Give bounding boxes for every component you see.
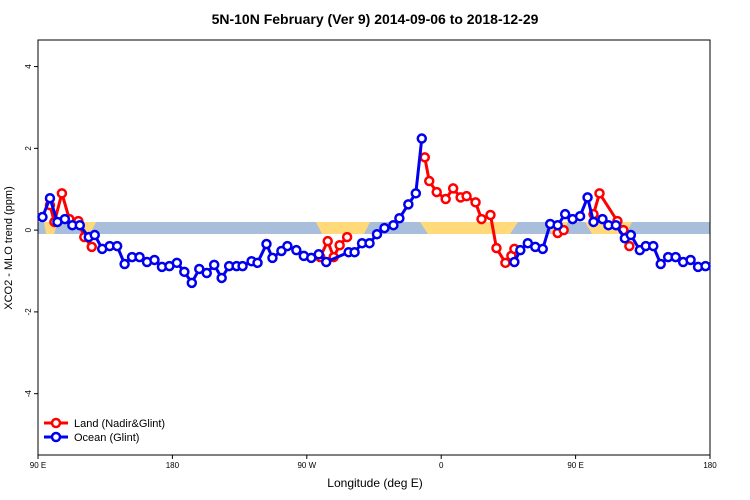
x-tick-label: 180 <box>703 461 717 470</box>
data-point <box>559 208 571 220</box>
data-point <box>371 228 383 240</box>
data-point <box>419 152 431 163</box>
data-point <box>149 254 160 266</box>
data-point <box>424 175 435 187</box>
x-tick-label: 90 E <box>30 461 46 470</box>
data-point <box>59 213 71 225</box>
legend-swatch-point <box>50 431 62 443</box>
data-point <box>322 235 333 247</box>
y-tick-label: 2 <box>24 146 33 151</box>
x-axis-label: Longitude (deg E) <box>327 476 422 490</box>
data-point <box>194 263 205 275</box>
data-point <box>364 237 375 249</box>
data-point <box>416 133 428 144</box>
data-point <box>379 222 390 234</box>
data-point <box>119 258 130 270</box>
data-point <box>208 259 220 271</box>
data-point <box>485 209 496 221</box>
data-point <box>313 248 324 260</box>
x-tick-label: 0 <box>439 461 444 470</box>
data-point <box>597 213 608 225</box>
plot-frame <box>37 39 711 456</box>
data-point <box>537 243 548 255</box>
y-tick-label: 0 <box>24 227 33 232</box>
data-point <box>37 211 48 223</box>
data-point <box>349 246 360 258</box>
data-point <box>252 257 263 269</box>
data-point <box>388 219 399 231</box>
data-point <box>186 277 198 289</box>
data-point <box>574 210 586 222</box>
x-tick-label: 180 <box>166 461 180 470</box>
legend-label: Land (Nadir&Glint) <box>74 418 165 430</box>
data-point <box>491 242 502 254</box>
x-tick-label: 90 W <box>297 461 316 470</box>
data-point <box>625 229 637 241</box>
data-point <box>56 188 68 199</box>
data-point <box>700 260 711 272</box>
data-point <box>237 260 248 272</box>
data-point <box>552 219 563 231</box>
data-point <box>410 188 422 199</box>
data-point <box>179 266 190 278</box>
data-point <box>588 216 599 228</box>
data-point <box>394 213 405 224</box>
data-point <box>431 186 442 198</box>
data-point <box>515 244 526 256</box>
data-point <box>334 240 345 251</box>
data-point <box>341 231 353 243</box>
data-point <box>470 197 481 208</box>
land-patch <box>420 222 518 234</box>
legend-swatch-point <box>50 417 62 429</box>
data-point <box>624 240 635 252</box>
data-point <box>74 219 86 231</box>
data-point <box>461 190 472 202</box>
y-tick-label: 4 <box>24 64 33 69</box>
data-point <box>447 183 459 194</box>
data-point <box>476 213 487 225</box>
legend-label: Ocean (Glint) <box>74 432 139 444</box>
x-tick-label: 90 E <box>567 461 583 470</box>
legend: Land (Nadir&Glint) Ocean (Glint) <box>44 417 165 444</box>
data-point <box>440 193 451 205</box>
data-point <box>291 244 302 256</box>
y-tick-label: -4 <box>24 390 33 398</box>
data-point <box>320 256 332 268</box>
data-point <box>655 258 666 270</box>
data-point <box>89 229 100 241</box>
data-point <box>44 192 56 204</box>
data-point <box>171 257 183 269</box>
data-point <box>201 267 212 279</box>
data-point <box>582 192 593 203</box>
data-point <box>267 252 278 264</box>
data-point <box>261 238 272 250</box>
ocean-strip <box>38 222 710 234</box>
data-point <box>670 251 681 263</box>
y-tick-label: -2 <box>24 308 33 316</box>
land-patch <box>316 222 370 234</box>
data-point <box>111 240 123 252</box>
data-point <box>594 188 605 199</box>
data-point <box>509 256 520 268</box>
data-point <box>403 199 414 210</box>
data-point <box>685 254 696 266</box>
data-point <box>610 219 622 231</box>
data-point <box>86 241 98 253</box>
data-point <box>216 272 227 284</box>
data-point <box>648 240 659 252</box>
data-point <box>282 240 293 252</box>
y-axis-label: XCO2 - MLO trend (ppm) <box>3 186 15 309</box>
data-point <box>134 251 145 263</box>
chart-title: 5N-10N February (Ver 9) 2014-09-06 to 20… <box>212 11 539 27</box>
